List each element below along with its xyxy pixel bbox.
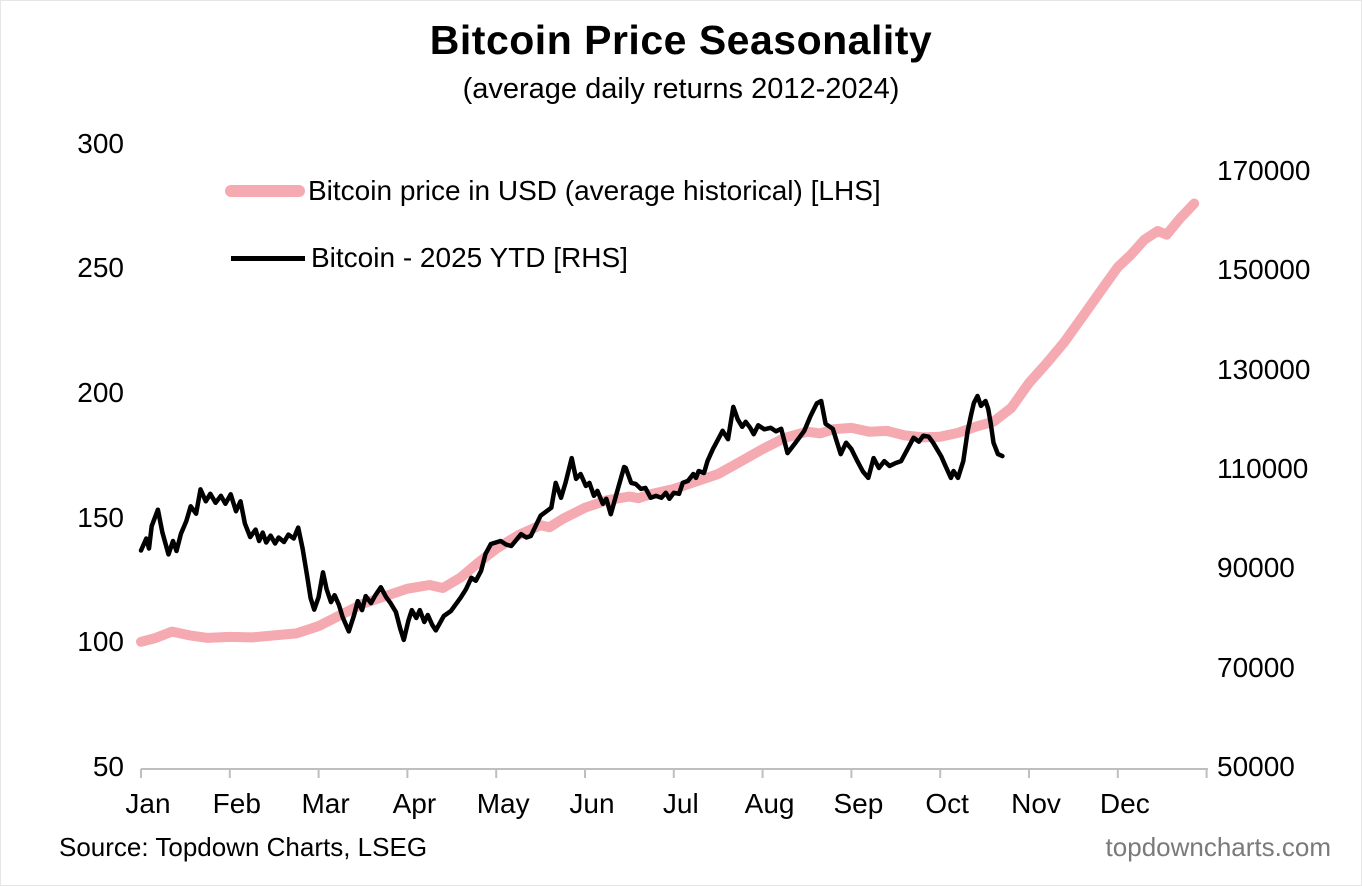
x-axis-month-label: Aug bbox=[744, 788, 795, 819]
y-axis-left-tick-label: 100 bbox=[77, 626, 124, 658]
y-axis-right-tick-label: 150000 bbox=[1217, 254, 1311, 286]
y-axis-left-tick-label: 200 bbox=[77, 377, 124, 409]
legend-label-ytd-2025: Bitcoin - 2025 YTD [RHS] bbox=[311, 242, 628, 273]
x-axis-month-label: Sep bbox=[833, 788, 884, 819]
black-line-swatch bbox=[231, 255, 305, 261]
source-text: Source: Topdown Charts, LSEG bbox=[59, 832, 428, 862]
y-axis-right-tick-label: 110000 bbox=[1217, 453, 1309, 484]
y-axis-right-tick-label: 170000 bbox=[1217, 155, 1311, 186]
y-axis-left-tick-label: 300 bbox=[77, 127, 124, 159]
legend-item-avg-historical: Bitcoin price in USD (average historical… bbox=[225, 175, 881, 207]
x-axis-month-label: Jul bbox=[662, 788, 699, 819]
y-axis-right-tick-label: 130000 bbox=[1217, 353, 1311, 385]
x-axis-month-label: Jun bbox=[569, 788, 615, 819]
x-axis-month-label: Dec bbox=[1099, 788, 1150, 819]
y-axis-left-tick-label: 50 bbox=[92, 751, 124, 782]
y-axis-right-tick-label: 50000 bbox=[1217, 751, 1295, 782]
ytd-2025-series-line bbox=[138, 393, 1005, 643]
legend-item-ytd-2025: Bitcoin - 2025 YTD [RHS] bbox=[228, 242, 628, 274]
y-axis-right-tick-label: 90000 bbox=[1217, 552, 1295, 584]
chart-subtitle: (average daily returns 2012-2024) bbox=[462, 73, 900, 105]
x-axis bbox=[140, 768, 1208, 778]
x-axis-month-label: Apr bbox=[392, 788, 437, 819]
y-axis-right-tick-label: 70000 bbox=[1217, 651, 1295, 683]
x-axis-month-label: Feb bbox=[212, 788, 261, 819]
y-axis-left-tick-label: 250 bbox=[77, 252, 124, 284]
x-axis-month-label: Nov bbox=[1011, 788, 1061, 819]
watermark-text: topdowncharts.com bbox=[1105, 832, 1331, 862]
pink-line-swatch bbox=[225, 185, 305, 197]
x-axis-month-label: Jan bbox=[125, 788, 171, 819]
x-axis-month-label: Oct bbox=[925, 788, 969, 819]
x-axis-month-label: May bbox=[476, 788, 530, 819]
x-axis-month-label: Mar bbox=[301, 788, 350, 819]
y-axis-left-tick-label: 150 bbox=[77, 501, 124, 533]
avg-historical-series-line bbox=[136, 198, 1200, 647]
chart-title: Bitcoin Price Seasonality bbox=[429, 17, 933, 63]
legend-label-avg-historical: Bitcoin price in USD (average historical… bbox=[308, 175, 881, 206]
